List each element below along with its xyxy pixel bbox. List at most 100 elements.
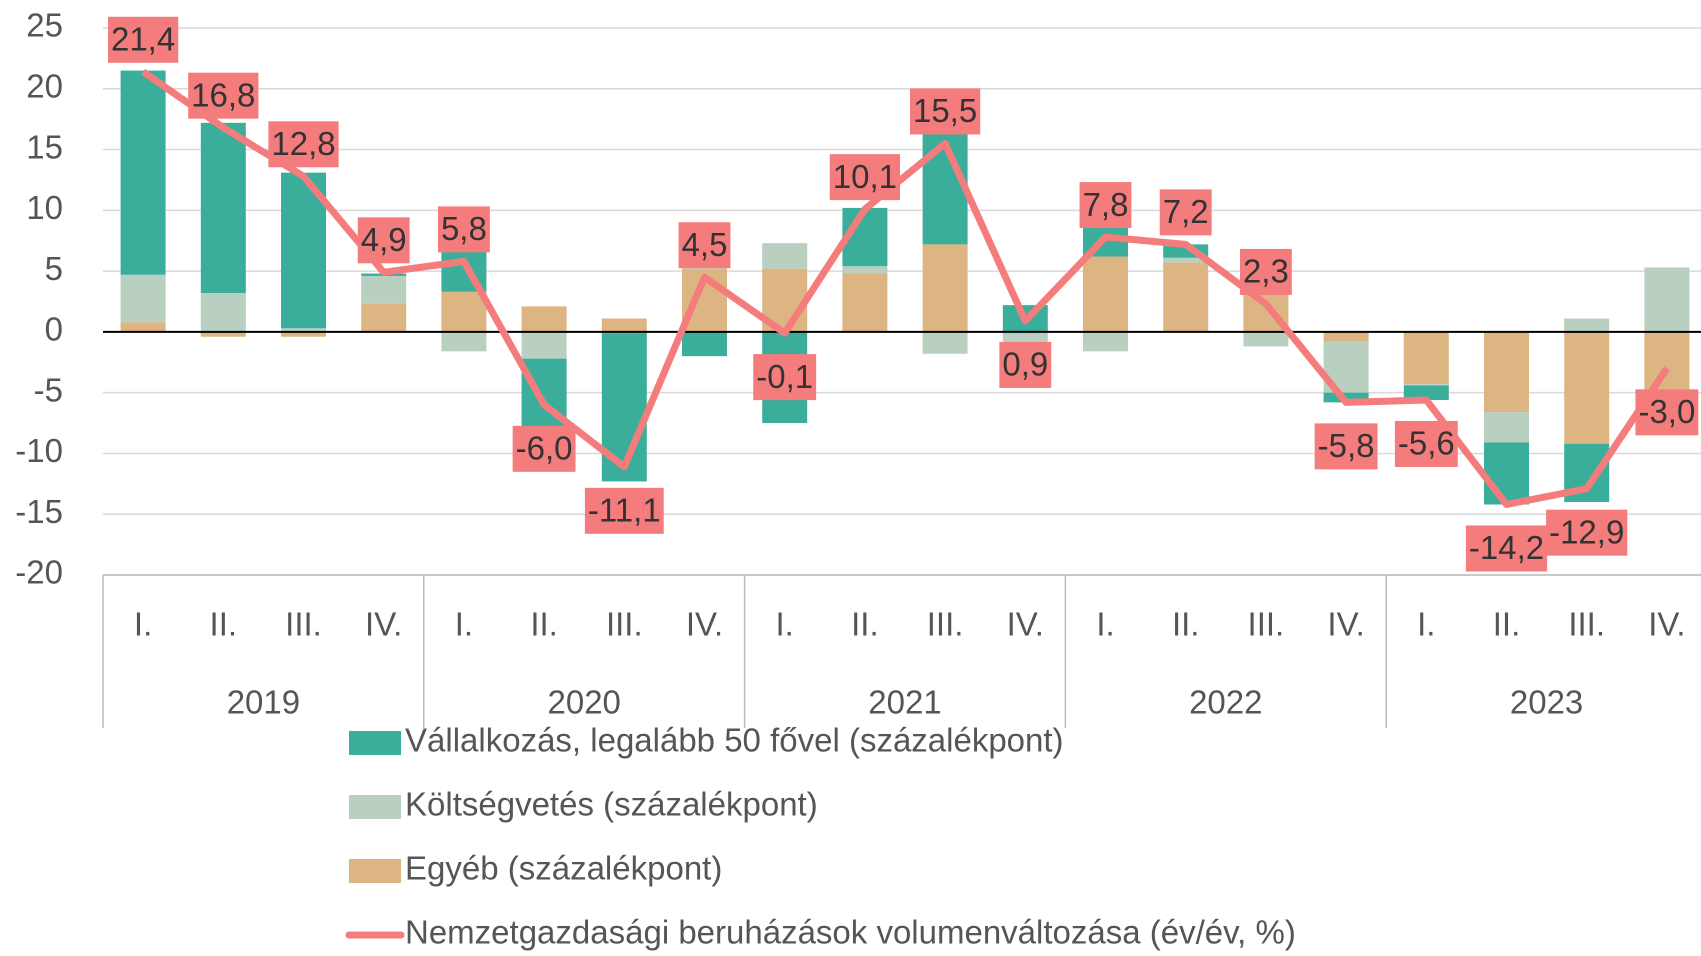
bar-segment [521, 331, 567, 359]
y-tick-label: 5 [45, 250, 63, 287]
x-tick-label: IV. [686, 606, 723, 643]
data-label-box [829, 154, 901, 201]
data-label-text: 7,2 [1163, 193, 1209, 230]
y-tick-label: 20 [26, 67, 63, 104]
data-label-box [107, 16, 179, 63]
data-label-box [268, 121, 339, 168]
data-label-text: 12,8 [271, 125, 335, 162]
x-tick-label: I. [776, 606, 794, 643]
bar-segment [1163, 262, 1209, 332]
y-tick-label: -10 [15, 432, 63, 469]
y-tick-label: 15 [26, 128, 63, 165]
data-label-text: 7,8 [1083, 186, 1129, 223]
data-label-box [1635, 389, 1699, 436]
bar-segment [842, 273, 888, 332]
x-tick-label: II. [1493, 606, 1521, 643]
data-label: 2,3 [1239, 248, 1292, 295]
x-tick-label: IV. [365, 606, 402, 643]
x-tick-label: III. [285, 606, 322, 643]
data-label-box [188, 72, 259, 119]
x-tick-label: I. [134, 606, 152, 643]
x-tick-label: IV. [1327, 606, 1364, 643]
bar-segment [281, 331, 326, 337]
data-label-text: 0,9 [1002, 346, 1048, 383]
bar-segment [1484, 442, 1529, 505]
data-label: -14,2 [1465, 525, 1548, 572]
data-label: 7,2 [1159, 189, 1212, 236]
year-label: 2021 [868, 684, 941, 721]
data-label-text: 2,3 [1243, 253, 1289, 290]
bar-segment [922, 244, 968, 332]
legend-marker [349, 859, 401, 883]
bar-segment [1083, 256, 1128, 332]
data-label: 4,5 [678, 222, 731, 269]
bar-segment [762, 243, 808, 269]
data-label: 16,8 [188, 72, 259, 119]
data-label-text: 4,5 [682, 226, 728, 263]
bar-segment [120, 322, 166, 332]
data-label: -5,8 [1314, 423, 1378, 470]
bar-segment [842, 266, 888, 274]
bar-segment [200, 122, 246, 293]
year-label: 2020 [547, 684, 620, 721]
data-label-box [1159, 189, 1212, 236]
legend-label: Vállalkozás, legalább 50 fővel (százalék… [405, 722, 1064, 759]
data-label-text: 10,1 [833, 158, 897, 195]
bar-segment [1403, 384, 1449, 386]
bar-segment [200, 292, 246, 332]
data-label-text: -3,0 [1638, 393, 1695, 430]
y-tick-label: -20 [15, 554, 63, 591]
x-tick-label: III. [1568, 606, 1605, 643]
data-label-box [584, 487, 664, 534]
data-label-box [909, 88, 981, 135]
bar-segment [922, 331, 968, 354]
y-tick-label: 0 [45, 311, 63, 348]
bar-segment [441, 331, 487, 352]
data-label-box [1465, 525, 1548, 572]
data-label-text: -5,6 [1398, 425, 1455, 462]
x-tick-label: I. [1096, 606, 1114, 643]
bar-segment [441, 291, 487, 332]
data-label: 15,5 [909, 88, 981, 135]
data-label: -12,9 [1546, 509, 1628, 556]
y-tick-label: -5 [34, 371, 63, 408]
data-label: -6,0 [512, 425, 576, 472]
data-label-box [1314, 423, 1378, 470]
data-label-text: -5,8 [1318, 427, 1375, 464]
data-label-text: -12,9 [1549, 513, 1624, 550]
x-tick-label: III. [1248, 606, 1285, 643]
data-label-text: -14,2 [1469, 529, 1544, 566]
data-label: 7,8 [1079, 182, 1132, 229]
data-label-text: 5,8 [441, 210, 487, 247]
data-label-box [1546, 509, 1628, 556]
bar-segment [120, 70, 166, 275]
data-label-text: 21,4 [111, 20, 175, 57]
line-series [141, 68, 1670, 508]
bar-segment [1484, 412, 1529, 443]
data-label: 21,4 [107, 16, 179, 63]
x-tick-label: II. [530, 606, 558, 643]
bar-segment [682, 331, 727, 357]
data-label-text: 15,5 [913, 92, 977, 129]
data-label: -11,1 [584, 487, 664, 534]
legend-label: Költségvetés (százalékpont) [405, 786, 818, 823]
bar-segment [1564, 331, 1610, 444]
data-label: 4,9 [357, 217, 410, 264]
data-label-box [678, 222, 731, 269]
bar-segment [521, 306, 567, 332]
legend-label: Egyéb (százalékpont) [405, 850, 722, 887]
bar-segment [1243, 331, 1289, 347]
data-label-box [512, 425, 576, 472]
bar-segment [1484, 331, 1529, 413]
data-label-box [753, 354, 817, 401]
data-label-box [1079, 182, 1132, 229]
data-label-box [1394, 420, 1458, 467]
x-tick-label: IV. [1007, 606, 1044, 643]
data-label-box [999, 341, 1052, 388]
bar-segment [1564, 318, 1610, 332]
data-label-box [1239, 248, 1292, 295]
data-label-text: 16,8 [191, 76, 255, 113]
bar-segment [1323, 331, 1369, 342]
year-label: 2022 [1189, 684, 1262, 721]
